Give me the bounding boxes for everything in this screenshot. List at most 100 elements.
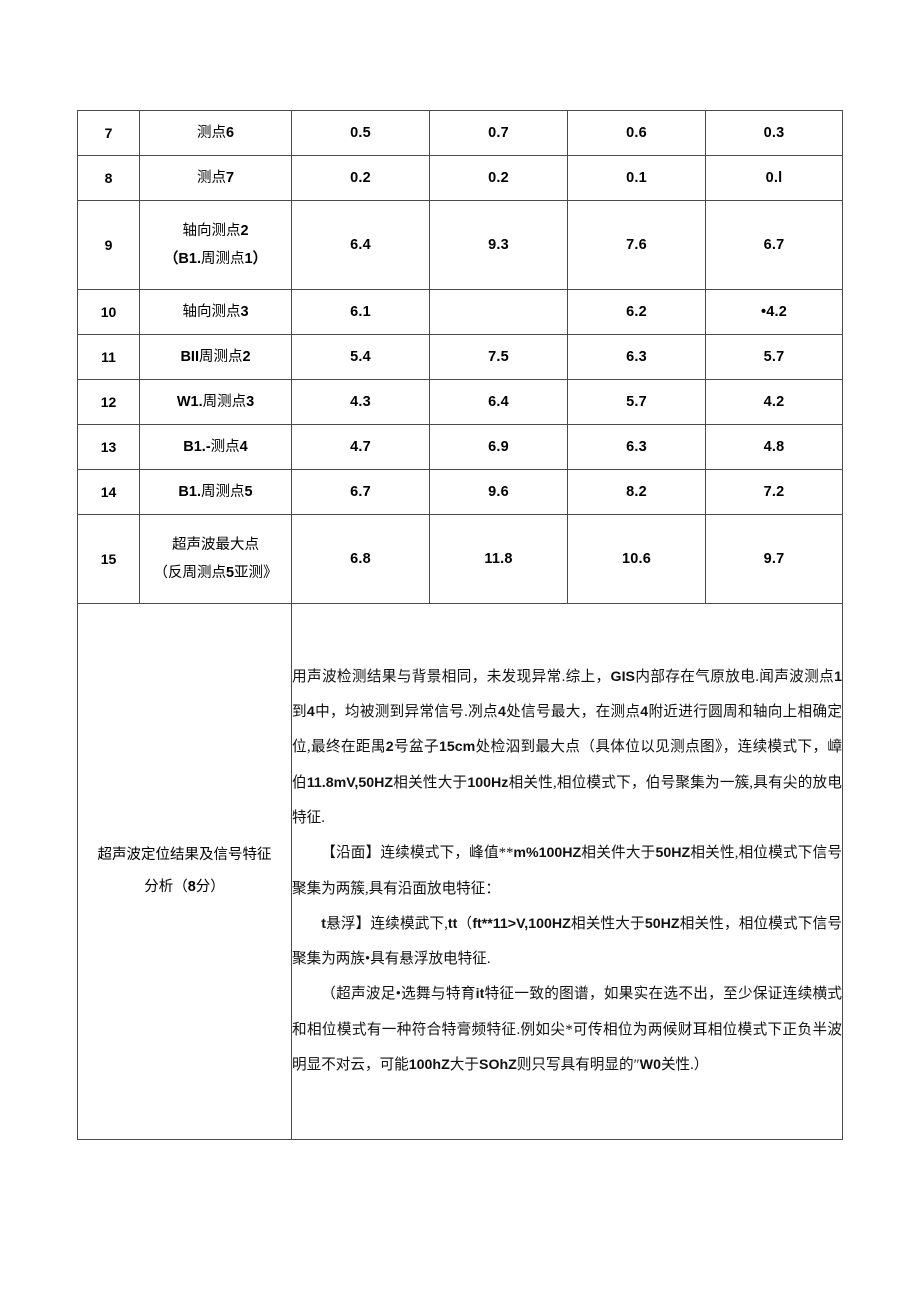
analysis-label-score: 8 xyxy=(187,878,196,895)
value-cell: 7.6 xyxy=(567,200,706,290)
row-label: 轴向测点3 xyxy=(139,289,292,335)
analysis-paragraph: 用声波检测结果与背景相同，未发现异常.综上，GIS内部存在气原放电.闻声波测点1… xyxy=(292,668,842,826)
value-cell: 0.6 xyxy=(567,110,706,156)
row-label-line: 轴向测点2 xyxy=(182,222,249,239)
row-label-line: 轴向测点3 xyxy=(182,303,249,320)
row-label-emphasis: 3 xyxy=(240,303,249,320)
value-cell xyxy=(429,289,568,335)
value-cell: 6.4 xyxy=(291,200,430,290)
table-row: 15 超声波最大点 （反周测点5亚测》 6.8 11.8 10.6 9.7 xyxy=(77,514,843,604)
row-label-line: 测点7 xyxy=(196,169,235,186)
analysis-label-line1: 超声波定位结果及信号特征 xyxy=(97,846,272,863)
value-cell: 7.5 xyxy=(429,334,568,380)
analysis-label-line2: 分析（8分） xyxy=(78,872,291,904)
row-index: 13 xyxy=(77,424,140,470)
row-index: 7 xyxy=(77,110,140,156)
row-label: B1.周测点5 xyxy=(139,469,292,515)
table-row: 12 W1.周测点3 4.3 6.4 5.7 4.2 xyxy=(77,379,843,425)
row-label: 测点6 xyxy=(139,110,292,156)
row-label-emphasis: BII xyxy=(180,348,199,365)
value-cell: 0.2 xyxy=(429,155,568,201)
value-cell: 6.4 xyxy=(429,379,568,425)
row-label: 轴向测点2 （B1.周测点1） xyxy=(139,200,292,290)
analysis-paragraph: t悬浮】连续模武下,tt（ft**11>V,100HZ相关性大于50HZ相关性，… xyxy=(292,915,842,968)
row-label-emphasis: 2 xyxy=(242,348,251,365)
analysis-text-body: 用声波检测结果与背景相同，未发现异常.综上，GIS内部存在气原放电.闻声波测点1… xyxy=(292,660,842,1084)
row-index: 9 xyxy=(77,200,140,290)
row-label: 测点7 xyxy=(139,155,292,201)
value-cell: 6.9 xyxy=(429,424,568,470)
analysis-row: 超声波定位结果及信号特征 分析（8分） 用声波检测结果与背景相同，未发现异常.综… xyxy=(77,603,843,1140)
row-label: B1.-测点4 xyxy=(139,424,292,470)
table-row: 11 BII周测点2 5.4 7.5 6.3 5.7 xyxy=(77,334,843,380)
row-label-line: B1.-测点4 xyxy=(183,438,248,455)
value-cell: •4.2 xyxy=(705,289,843,335)
row-label: W1.周测点3 xyxy=(139,379,292,425)
row-label-line: W1.周测点3 xyxy=(176,393,255,410)
value-cell: 0.3 xyxy=(705,110,843,156)
table-body: 7 测点6 0.5 0.7 0.6 0.3 8 测点7 0.2 0.2 0.1 … xyxy=(77,110,843,1140)
row-label-line: （反周测点5亚测》 xyxy=(153,565,278,581)
value-cell: 0.l xyxy=(705,155,843,201)
row-index: 10 xyxy=(77,289,140,335)
value-cell: 9.7 xyxy=(705,514,843,604)
value-cell: 5.4 xyxy=(291,334,430,380)
value-cell: 6.2 xyxy=(567,289,706,335)
value-cell: 5.7 xyxy=(567,379,706,425)
value-cell: 11.8 xyxy=(429,514,568,604)
table-row: 8 测点7 0.2 0.2 0.1 0.l xyxy=(77,155,843,201)
row-label-emphasis: 4 xyxy=(239,438,248,455)
value-cell: 6.3 xyxy=(567,334,706,380)
value-cell: 7.2 xyxy=(705,469,843,515)
value-cell: 8.2 xyxy=(567,469,706,515)
row-label-line: 超声波最大点 xyxy=(172,536,259,553)
analysis-paragraph: （超声波足•选舞与特育it特征一致的图谱，如果实在选不出，至少保证连续横式和相位… xyxy=(292,986,842,1074)
value-cell: 6.8 xyxy=(291,514,430,604)
row-label-line: 测点6 xyxy=(196,124,235,141)
row-label-emphasis: 6 xyxy=(225,124,235,141)
value-cell: 6.7 xyxy=(291,469,430,515)
row-label-emphasis: 5 xyxy=(244,483,253,500)
value-cell: 4.2 xyxy=(705,379,843,425)
table-row: 7 测点6 0.5 0.7 0.6 0.3 xyxy=(77,110,843,156)
row-label: 超声波最大点 （反周测点5亚测》 xyxy=(139,514,292,604)
analysis-label-suffix: 分） xyxy=(195,878,225,895)
row-label-emphasis: 1） xyxy=(244,251,268,267)
row-label-emphasis: 3 xyxy=(246,393,255,410)
value-cell: 4.3 xyxy=(291,379,430,425)
row-label-emphasis: W1. xyxy=(176,393,203,410)
value-cell: 5.7 xyxy=(705,334,843,380)
analysis-paragraph: 【沿面】连续模式下，峰值**m%100HZ相关件大于50HZ相关性,相位模式下信… xyxy=(292,845,842,897)
row-label-emphasis: B1.- xyxy=(183,438,211,455)
table-row: 9 轴向测点2 （B1.周测点1） 6.4 9.3 7.6 6.7 xyxy=(77,200,843,290)
analysis-label-prefix: 分析（ xyxy=(144,878,188,895)
analysis-label: 超声波定位结果及信号特征 分析（8分） xyxy=(77,603,292,1140)
row-label-line: （B1.周测点1） xyxy=(163,251,268,267)
value-cell: 0.7 xyxy=(429,110,568,156)
row-index: 15 xyxy=(77,514,140,604)
row-label-emphasis: 5 xyxy=(225,565,235,581)
table-row: 10 轴向测点3 6.1 6.2 •4.2 xyxy=(77,289,843,335)
row-label-line: B1.周测点5 xyxy=(178,483,253,500)
row-label-emphasis: B1. xyxy=(178,483,201,500)
row-label: BII周测点2 xyxy=(139,334,292,380)
table-row: 14 B1.周测点5 6.7 9.6 8.2 7.2 xyxy=(77,469,843,515)
row-index: 12 xyxy=(77,379,140,425)
row-label-emphasis: 2 xyxy=(240,222,249,239)
row-index: 11 xyxy=(77,334,140,380)
row-index: 14 xyxy=(77,469,140,515)
value-cell: 4.7 xyxy=(291,424,430,470)
value-cell: 10.6 xyxy=(567,514,706,604)
value-cell: 6.3 xyxy=(567,424,706,470)
row-label-emphasis: 7 xyxy=(225,169,235,186)
value-cell: 6.7 xyxy=(705,200,843,290)
value-cell: 0.2 xyxy=(291,155,430,201)
analysis-content: 用声波检测结果与背景相同，未发现异常.综上，GIS内部存在气原放电.闻声波测点1… xyxy=(291,603,843,1140)
value-cell: 4.8 xyxy=(705,424,843,470)
value-cell: 9.3 xyxy=(429,200,568,290)
value-cell: 0.1 xyxy=(567,155,706,201)
value-cell: 6.1 xyxy=(291,289,430,335)
measurement-table: 7 测点6 0.5 0.7 0.6 0.3 8 测点7 0.2 0.2 0.1 … xyxy=(77,110,843,1140)
row-index: 8 xyxy=(77,155,140,201)
